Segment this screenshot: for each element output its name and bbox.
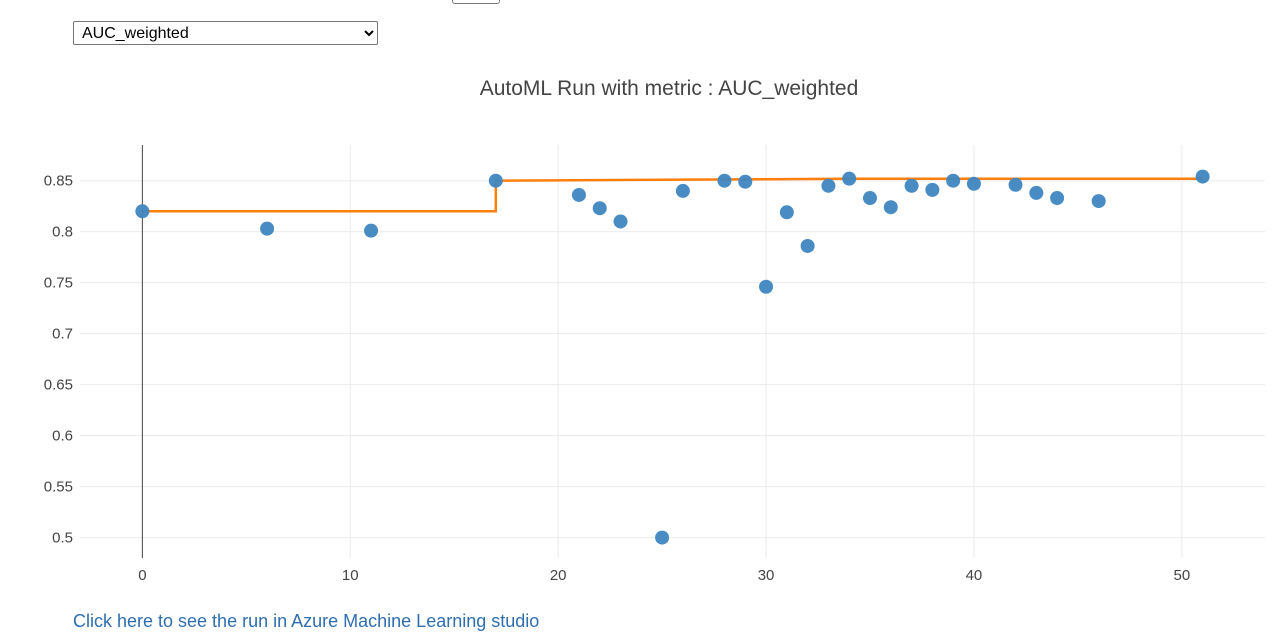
run-point	[738, 174, 753, 189]
run-point	[1029, 185, 1044, 200]
run-points	[135, 169, 1210, 545]
run-point	[675, 183, 690, 198]
run-point	[842, 171, 857, 186]
top-number-input[interactable]	[452, 0, 500, 4]
chart-title: AutoML Run with metric : AUC_weighted	[480, 77, 859, 100]
x-tick-label: 0	[138, 567, 146, 584]
run-point	[800, 238, 815, 253]
x-tick-label: 40	[966, 567, 983, 584]
run-point	[966, 176, 981, 191]
run-point	[613, 214, 628, 229]
run-point	[759, 279, 774, 294]
run-point	[821, 178, 836, 193]
chart: AutoML Run with metric : AUC_weighted 0.…	[44, 77, 1265, 584]
y-tick-label: 0.65	[44, 377, 73, 394]
x-tick-label: 30	[758, 567, 775, 584]
axes: 0.5 0.55 0.6 0.65 0.7 0.75 0.8 0.85 0 10 20 30 40 50	[44, 145, 1190, 584]
y-tick-label: 0.75	[44, 275, 73, 292]
run-point	[488, 173, 503, 188]
x-tick-label: 20	[550, 567, 567, 584]
run-point	[364, 223, 379, 238]
run-point	[717, 173, 732, 188]
run-point	[1091, 194, 1106, 209]
run-point	[1008, 177, 1023, 192]
run-point	[946, 173, 961, 188]
run-point	[1050, 191, 1065, 206]
run-point	[571, 187, 586, 202]
y-tick-label: 0.85	[44, 173, 73, 190]
best-run-line	[142, 177, 1203, 213]
run-point	[655, 530, 670, 545]
x-tick-label: 50	[1173, 567, 1190, 584]
run-point	[883, 200, 898, 215]
grid-lines	[80, 145, 1265, 558]
azure-studio-link[interactable]: Click here to see the run in Azure Machi…	[73, 611, 540, 631]
x-tick-label: 10	[342, 567, 359, 584]
y-tick-label: 0.7	[52, 326, 73, 343]
run-point	[260, 221, 275, 236]
best-run-step-line	[142, 177, 1203, 213]
run-point	[863, 191, 877, 206]
run-point	[904, 178, 919, 193]
y-tick-label: 0.6	[52, 428, 73, 445]
run-point	[925, 182, 940, 197]
y-tick-label: 0.55	[44, 479, 73, 496]
metric-select[interactable]: AUC_weighted	[73, 21, 378, 45]
run-point	[135, 204, 150, 219]
run-point	[1195, 169, 1210, 184]
run-point	[592, 201, 607, 216]
y-tick-label: 0.8	[52, 224, 73, 241]
run-point	[779, 205, 794, 220]
y-tick-label: 0.5	[52, 530, 73, 547]
